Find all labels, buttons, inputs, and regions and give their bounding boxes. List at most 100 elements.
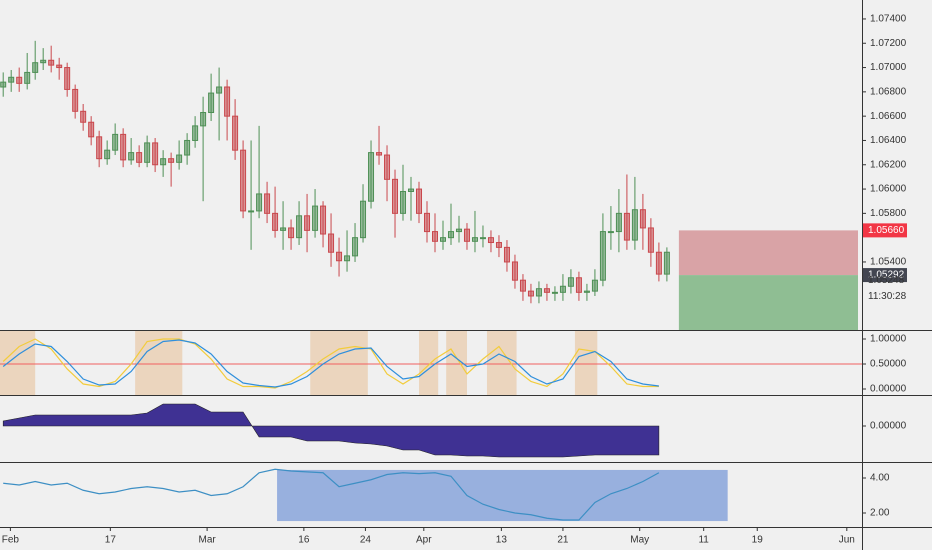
y-tick-label: 1.07000: [870, 62, 907, 73]
candle-body: [392, 178, 399, 214]
y-tick-label: 0.50000: [870, 359, 907, 370]
candle-body: [439, 237, 446, 242]
candle-body: [599, 231, 606, 281]
candle-body: [623, 212, 630, 241]
price-label: 1.05292: [868, 270, 905, 281]
candle-body: [152, 142, 159, 166]
candle-body: [455, 228, 462, 233]
candle-body: [304, 215, 311, 231]
y-tick-label: 1.06200: [870, 159, 907, 170]
candle-body: [288, 227, 295, 239]
candle-body: [527, 290, 534, 297]
candle-body: [240, 149, 247, 212]
candle-body: [104, 149, 111, 160]
candle-body: [408, 188, 415, 192]
indicator-line: [2, 338, 659, 389]
x-tick-label: 21: [557, 535, 569, 546]
candle-body: [647, 227, 654, 253]
price-label-bg: [863, 223, 907, 238]
candle-body: [384, 154, 391, 180]
candle-body: [184, 139, 191, 156]
x-tick-label: 24: [360, 535, 372, 546]
candle-body: [32, 62, 39, 73]
y-tick-label: 1.05800: [870, 208, 907, 219]
y-tick-label: 1.05400: [870, 257, 907, 268]
candle-body: [535, 288, 542, 297]
candle-body: [232, 115, 239, 151]
highlight-band: [419, 331, 439, 395]
candle-body: [655, 251, 662, 275]
candle-body: [48, 59, 55, 66]
candle-body: [424, 212, 431, 233]
x-tick-label: Mar: [198, 535, 216, 546]
candle-body: [471, 237, 478, 242]
candle-body: [280, 227, 287, 231]
highlight-band: [446, 331, 467, 395]
y-tick-label: 0.00000: [870, 421, 907, 432]
candle-body: [296, 215, 303, 239]
y-tick-label: 4.00: [870, 473, 890, 484]
candle-body: [176, 154, 183, 163]
candle-body: [559, 285, 566, 293]
candle-body: [487, 237, 494, 244]
y-tick-label: 0.00000: [870, 384, 907, 395]
candle-body: [192, 125, 199, 141]
candle-body: [56, 64, 63, 69]
candle-body: [312, 205, 319, 231]
highlight-band: [0, 331, 36, 395]
candle-body: [64, 67, 71, 90]
candle-body: [80, 110, 87, 123]
y-tick-label: 1.00000: [870, 334, 907, 345]
candle-body: [208, 92, 215, 114]
candle-body: [216, 86, 223, 94]
candle-body: [639, 209, 646, 229]
y-tick-label: 1.06600: [870, 111, 907, 122]
price-label-bg: [863, 268, 907, 283]
candle-body: [256, 193, 263, 212]
price-label: 1.05248: [868, 275, 905, 286]
candle-body: [264, 193, 271, 214]
candle-body: [663, 251, 670, 275]
candle-body: [8, 76, 15, 83]
range-box: [277, 469, 728, 522]
x-tick-label: 17: [105, 535, 117, 546]
y-tick-label: 2.00: [870, 508, 890, 519]
candle-body: [376, 152, 383, 156]
candle-body: [431, 231, 438, 242]
candle-body: [631, 209, 638, 241]
candle-body: [88, 121, 95, 138]
x-tick-label: Apr: [416, 535, 432, 546]
candle-body: [272, 212, 279, 231]
highlight-band: [574, 331, 598, 395]
candle-body: [128, 152, 135, 161]
countdown: 11:30:28: [868, 291, 907, 302]
x-tick-label: 11: [698, 535, 709, 546]
candle-body: [200, 112, 207, 127]
candle-body: [168, 158, 175, 163]
candle-body: [495, 242, 502, 248]
candle-body: [24, 71, 31, 84]
candle-body: [0, 81, 7, 88]
candle-body: [575, 277, 582, 293]
candle-body: [224, 86, 231, 117]
x-tick-label: Jun: [839, 535, 855, 546]
x-tick-label: 16: [298, 535, 310, 546]
candle-body: [479, 237, 486, 240]
candle-body: [336, 251, 343, 262]
highlight-band: [486, 331, 517, 395]
candle-body: [583, 290, 590, 293]
candle-body: [40, 59, 47, 64]
highlight-band: [135, 331, 183, 395]
x-tick-label: May: [630, 535, 649, 546]
y-tick-label: 1.06800: [870, 86, 907, 97]
candle-body: [360, 200, 367, 239]
candle-body: [136, 152, 143, 163]
y-tick-label: 1.06000: [870, 184, 907, 195]
candle-body: [16, 76, 23, 84]
candle-body: [160, 158, 167, 166]
candle-body: [112, 133, 119, 151]
candle-body: [615, 212, 622, 233]
candle-body: [352, 237, 359, 257]
candle-body: [72, 88, 79, 112]
